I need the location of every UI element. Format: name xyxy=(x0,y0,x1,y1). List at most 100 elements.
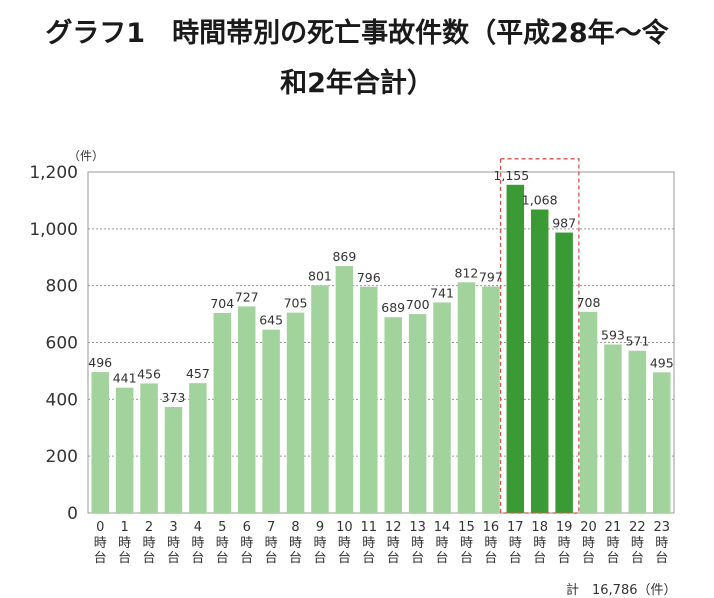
data-label: 705 xyxy=(284,296,308,311)
x-tick-label-number: 5 xyxy=(218,520,226,535)
bar xyxy=(213,312,232,513)
x-tick-label-suffix: 台 xyxy=(411,551,424,566)
x-tick-label-suffix: 時 xyxy=(265,536,278,551)
data-label: 441 xyxy=(113,371,137,386)
data-label: 869 xyxy=(332,249,356,264)
x-tick-label-number: 17 xyxy=(507,520,524,535)
x-tick-label-suffix: 台 xyxy=(265,551,278,566)
chart-title-line1: グラフ1 時間帯別の死亡事故件数（平成28年〜令 xyxy=(45,18,669,49)
bar xyxy=(262,329,280,513)
highlight-box xyxy=(499,158,580,514)
x-tick-label-suffix: 時 xyxy=(143,536,156,551)
x-tick-label-suffix: 台 xyxy=(606,551,619,566)
data-label: 495 xyxy=(650,355,674,370)
x-tick-label-number: 7 xyxy=(267,520,275,535)
data-label: 1,155 xyxy=(493,168,529,183)
total-note: 計 16,786（件） xyxy=(566,582,677,598)
bar xyxy=(286,312,305,513)
x-tick-label-suffix: 時 xyxy=(118,536,131,551)
data-label: 708 xyxy=(577,295,601,310)
x-tick-label-suffix: 時 xyxy=(558,536,571,551)
x-tick-label-number: 11 xyxy=(361,520,378,535)
bar xyxy=(408,314,427,513)
x-tick-label-number: 4 xyxy=(194,520,202,535)
x-tick-label-suffix: 時 xyxy=(484,536,497,551)
x-tick-label-number: 14 xyxy=(434,520,451,535)
data-label: 700 xyxy=(406,297,430,312)
bar xyxy=(530,209,549,513)
chart-title-line2: 和2年合計） xyxy=(280,68,434,99)
bar xyxy=(140,383,158,513)
y-tick-label: 200 xyxy=(46,447,78,467)
bar xyxy=(115,387,134,513)
x-tick-label-suffix: 台 xyxy=(436,551,449,566)
bar xyxy=(604,344,622,513)
x-tick-label-suffix: 台 xyxy=(631,551,644,566)
y-tick-label: 1,200 xyxy=(29,163,78,183)
bar xyxy=(579,311,598,513)
x-tick-label-suffix: 時 xyxy=(387,536,400,551)
bar xyxy=(189,383,207,513)
x-tick-label-suffix: 台 xyxy=(484,551,497,566)
x-tick-label-suffix: 時 xyxy=(167,536,180,551)
data-label: 593 xyxy=(601,327,625,342)
data-label: 797 xyxy=(479,270,503,285)
x-tick-label-suffix: 台 xyxy=(118,551,131,566)
x-tick-label-suffix: 台 xyxy=(143,551,156,566)
x-tick-label-suffix: 台 xyxy=(240,551,253,566)
x-tick-label-number: 22 xyxy=(629,520,646,535)
bar xyxy=(506,184,525,513)
bar xyxy=(360,286,378,513)
x-tick-label-suffix: 台 xyxy=(387,551,400,566)
x-tick-label-number: 0 xyxy=(96,520,104,535)
bar xyxy=(335,266,354,513)
bar xyxy=(433,302,451,513)
x-tick-label-suffix: 時 xyxy=(460,536,473,551)
x-tick-label-suffix: 時 xyxy=(338,536,351,551)
y-tick-label: 400 xyxy=(46,390,78,410)
data-label: 645 xyxy=(259,313,283,328)
x-tick-label-suffix: 台 xyxy=(362,551,375,566)
x-tick-label-suffix: 台 xyxy=(338,551,351,566)
y-tick-label: 1,000 xyxy=(29,220,78,240)
x-tick-label-suffix: 台 xyxy=(94,551,107,566)
x-tick-label-suffix: 時 xyxy=(411,536,424,551)
x-tick-label-number: 20 xyxy=(580,520,597,535)
x-tick-label-suffix: 時 xyxy=(606,536,619,551)
x-tick-label-suffix: 時 xyxy=(533,536,546,551)
data-label: 741 xyxy=(430,285,454,300)
x-tick-label-suffix: 台 xyxy=(191,551,204,566)
y-tick-label: 800 xyxy=(46,277,78,297)
x-tick-label-suffix: 台 xyxy=(289,551,302,566)
x-tick-label-number: 9 xyxy=(316,520,324,535)
data-label: 796 xyxy=(357,270,381,285)
bar xyxy=(237,306,256,513)
x-tick-label-number: 21 xyxy=(605,520,622,535)
data-label: 1,068 xyxy=(522,193,558,208)
data-label: 456 xyxy=(137,366,161,381)
bar xyxy=(457,282,476,513)
x-tick-label-number: 3 xyxy=(169,520,177,535)
bar xyxy=(653,372,671,513)
x-tick-label-number: 6 xyxy=(243,520,251,535)
x-tick-label-suffix: 台 xyxy=(533,551,546,566)
x-tick-label-suffix: 時 xyxy=(191,536,204,551)
x-tick-label-suffix: 時 xyxy=(313,536,326,551)
data-label: 457 xyxy=(186,366,210,381)
x-tick-label-suffix: 台 xyxy=(509,551,522,566)
x-tick-label-number: 12 xyxy=(385,520,402,535)
x-tick-label-number: 15 xyxy=(458,520,475,535)
data-label: 704 xyxy=(210,296,234,311)
x-tick-label-number: 2 xyxy=(145,520,153,535)
x-tick-label-suffix: 時 xyxy=(240,536,253,551)
data-label: 571 xyxy=(625,334,649,349)
bar xyxy=(311,285,329,513)
x-tick-label-suffix: 時 xyxy=(509,536,522,551)
x-tick-label-suffix: 時 xyxy=(631,536,644,551)
x-tick-label-suffix: 台 xyxy=(558,551,571,566)
bar xyxy=(482,286,500,513)
x-tick-label-number: 13 xyxy=(409,520,426,535)
bar xyxy=(91,372,109,513)
x-tick-label-number: 19 xyxy=(556,520,573,535)
